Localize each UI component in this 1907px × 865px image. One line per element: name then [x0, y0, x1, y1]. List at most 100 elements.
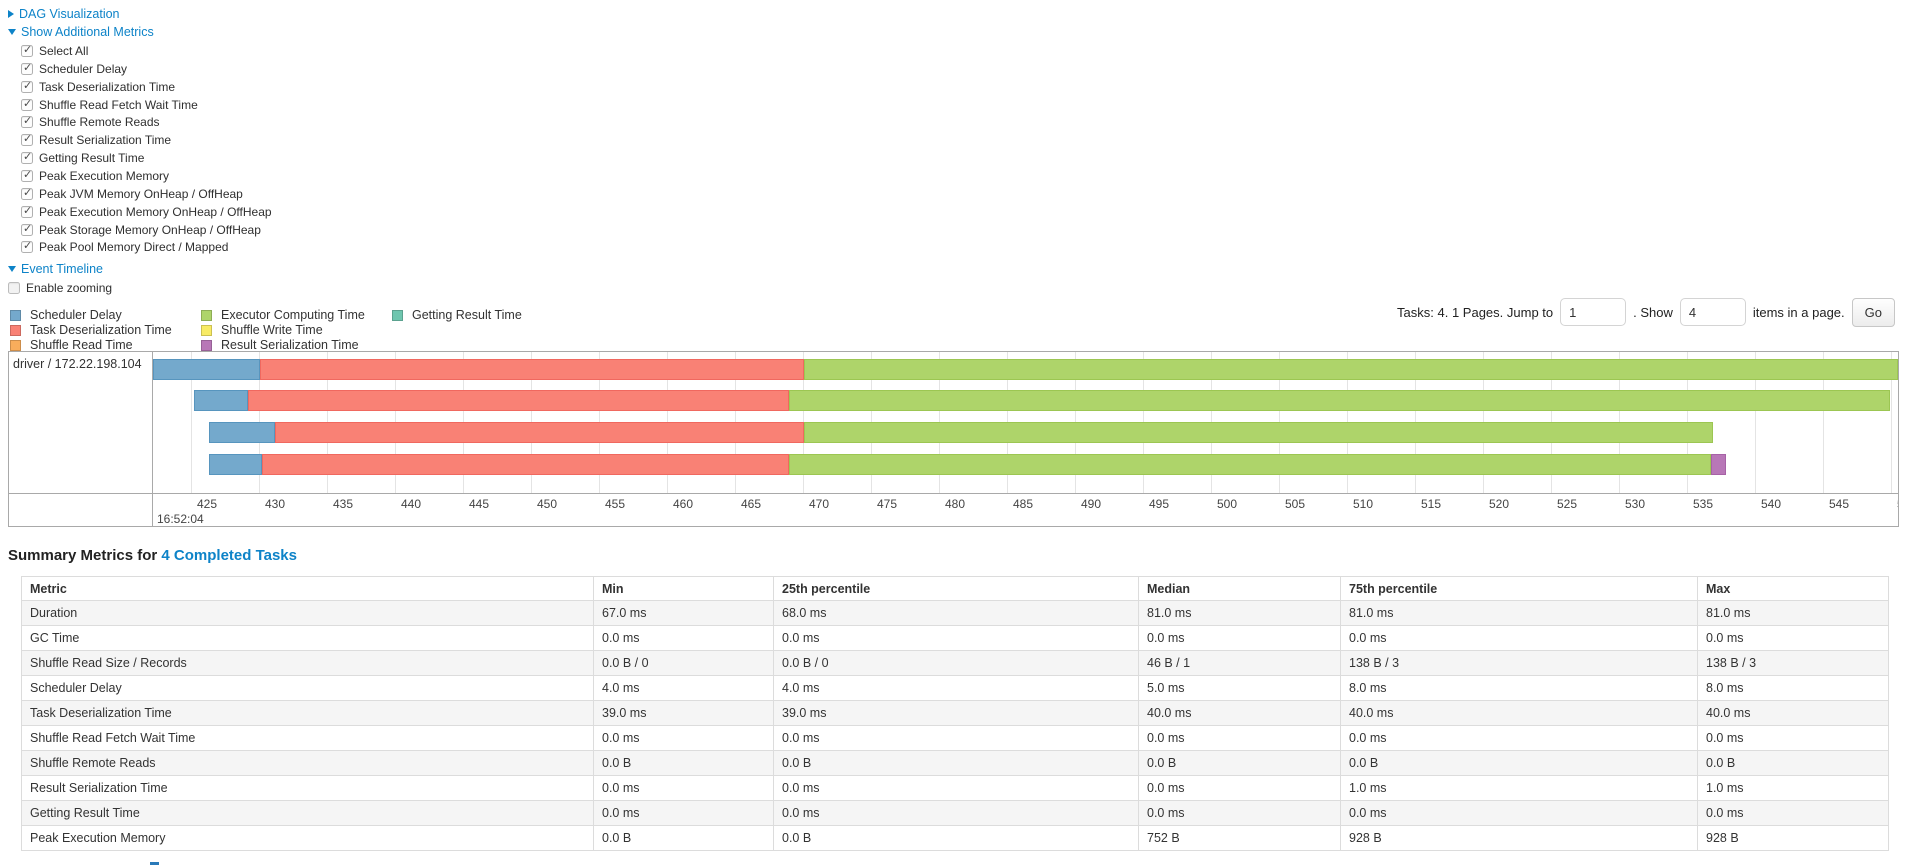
axis-tick-label: 425	[197, 497, 218, 511]
axis-tick-label: 500	[1217, 497, 1238, 511]
items-per-page-input[interactable]	[1679, 298, 1746, 326]
task-pagination: Tasks: 4. 1 Pages. Jump to . Show items …	[1397, 296, 1895, 328]
go-button[interactable]: Go	[1851, 297, 1895, 327]
table-cell: 8.0 ms	[1697, 675, 1889, 701]
table-cell: 752 B	[1138, 825, 1341, 851]
table-cell: 39.0 ms	[773, 700, 1139, 726]
executor-label-column: driver / 172.22.198.104	[9, 352, 153, 526]
table-cell: 0.0 ms	[1138, 800, 1341, 826]
task-segment-task-deserialization[interactable]	[248, 390, 790, 411]
table-cell: Task Deserialization Time	[21, 700, 594, 726]
axis-tick-label: 515	[1421, 497, 1442, 511]
table-cell: 0.0 B	[593, 750, 774, 776]
axis-tick-label: 445	[469, 497, 490, 511]
checked-checkbox[interactable]	[21, 132, 33, 147]
timeline-x-axis: 425 430 435 440 445 450 455 460 465 470 475 480 485 4…	[9, 493, 1898, 526]
legend-item: Task Deserialization Time	[10, 323, 172, 337]
table-cell: 0.0 ms	[1138, 725, 1341, 751]
task-segment-task-deserialization[interactable]	[261, 454, 790, 475]
enable-zooming-checkbox-row[interactable]: Enable zooming	[8, 281, 112, 295]
show-additional-metrics-label: Show Additional Metrics	[21, 25, 154, 39]
summary-title-prefix: Summary Metrics for	[8, 547, 162, 564]
metric-checkbox-row[interactable]: Shuffle Read Fetch Wait Time	[21, 97, 198, 112]
legend-label: Shuffle Write Time	[221, 323, 323, 338]
metric-checkbox-row[interactable]: Peak Execution Memory	[21, 168, 169, 183]
gridline	[1823, 352, 1824, 493]
table-cell: 0.0 B	[1138, 750, 1341, 776]
table-cell: 81.0 ms	[1697, 600, 1889, 626]
metric-checkbox-row[interactable]: Result Serialization Time	[21, 132, 171, 147]
checked-checkbox[interactable]	[21, 43, 33, 57]
legend-label: Result Serialization Time	[221, 338, 359, 353]
table-row: Shuffle Remote Reads 0.0 B 0.0 B 0.0 B 0.0 B…	[21, 750, 1889, 776]
expanded-arrow-icon	[8, 29, 16, 35]
checked-checkbox[interactable]	[21, 186, 33, 200]
legend-color-swatch-icon	[201, 309, 212, 321]
metric-checkbox-row[interactable]: Getting Result Time	[21, 150, 144, 165]
table-row: Peak Execution Memory 0.0 B 0.0 B 752 B 928 …	[21, 825, 1889, 851]
table-cell: 0.0 ms	[1340, 725, 1698, 751]
table-cell: Result Serialization Time	[21, 775, 594, 801]
task-segment-scheduler-delay[interactable]	[208, 422, 276, 443]
metric-checkbox-row[interactable]: Task Deserialization Time	[21, 79, 175, 94]
checked-checkbox[interactable]	[21, 204, 33, 218]
table-cell: Duration	[21, 600, 594, 626]
task-segment-executor-computing[interactable]	[789, 390, 1890, 411]
table-row: Result Serialization Time 0.0 ms 0.0 ms 0.0…	[21, 775, 1889, 801]
metric-checkbox-row[interactable]: Peak JVM Memory OnHeap / OffHeap	[21, 186, 243, 201]
checked-checkbox[interactable]	[21, 222, 33, 236]
legend-color-swatch-icon	[10, 339, 21, 351]
table-cell: Getting Result Time	[21, 800, 594, 826]
checked-checkbox[interactable]	[21, 239, 33, 254]
task-segment-task-deserialization[interactable]	[260, 359, 805, 380]
metric-checkbox-row[interactable]: Peak Pool Memory Direct / Mapped	[21, 239, 229, 255]
dag-visualization-toggle[interactable]: DAG Visualization	[8, 7, 120, 21]
checked-checkbox[interactable]	[21, 79, 33, 93]
metric-checkbox-label: Peak JVM Memory OnHeap / OffHeap	[39, 186, 243, 201]
checked-checkbox[interactable]	[21, 150, 33, 165]
table-cell: 81.0 ms	[1138, 600, 1341, 626]
task-segment-scheduler-delay[interactable]	[153, 359, 261, 380]
checked-checkbox[interactable]	[21, 114, 33, 129]
metric-checkbox-row[interactable]: Select All	[21, 43, 88, 58]
enable-zooming-checkbox[interactable]	[8, 282, 20, 294]
table-cell: 0.0 ms	[1340, 625, 1698, 651]
axis-tick-label: 440	[401, 497, 422, 511]
expanded-arrow-icon	[8, 266, 16, 272]
column-header: 25th percentile	[773, 576, 1139, 601]
completed-tasks-link[interactable]: 4 Completed Tasks	[161, 547, 297, 564]
axis-tick-label: 455	[605, 497, 626, 511]
event-timeline-chart: driver / 172.22.198.104 425 430 435 440 445 4…	[8, 351, 1899, 527]
timeline-plot-area[interactable]	[153, 352, 1898, 493]
metric-checkbox-row[interactable]: Peak Execution Memory OnHeap / OffHeap	[21, 204, 272, 219]
summary-metrics-table: Metric Min 25th percentile Median 75th perce…	[21, 576, 1889, 851]
axis-tick-label: 525	[1557, 497, 1578, 511]
metric-checkbox-row[interactable]: Peak Storage Memory OnHeap / OffHeap	[21, 222, 261, 237]
table-row: GC Time 0.0 ms 0.0 ms 0.0 ms 0.0 ms 0.0 ms	[21, 625, 1889, 651]
cut-off-next-section-fragment	[150, 862, 159, 865]
checked-checkbox[interactable]	[21, 97, 33, 111]
table-cell: 138 B / 3	[1697, 650, 1889, 676]
task-segment-executor-computing[interactable]	[804, 422, 1713, 443]
task-segment-scheduler-delay[interactable]	[208, 454, 262, 475]
table-cell: Scheduler Delay	[21, 675, 594, 701]
checked-checkbox[interactable]	[21, 61, 33, 75]
jump-to-page-input[interactable]	[1560, 298, 1627, 326]
table-cell: 0.0 ms	[1138, 775, 1341, 801]
task-segment-executor-computing[interactable]	[804, 359, 1898, 380]
show-text: . Show	[1633, 304, 1673, 320]
event-timeline-toggle[interactable]: Event Timeline	[8, 262, 103, 276]
task-segment-scheduler-delay[interactable]	[193, 390, 249, 411]
table-cell: 0.0 B	[773, 825, 1139, 851]
task-segment-task-deserialization[interactable]	[275, 422, 805, 443]
metric-checkbox-label: Peak Pool Memory Direct / Mapped	[39, 240, 229, 255]
task-segment-executor-computing[interactable]	[789, 454, 1712, 475]
column-header: Median	[1138, 576, 1341, 601]
checked-checkbox[interactable]	[21, 168, 33, 182]
metric-checkbox-row[interactable]: Scheduler Delay	[21, 61, 127, 76]
table-cell: 40.0 ms	[1138, 700, 1341, 726]
axis-tick-label: 465	[741, 497, 762, 511]
task-segment-result-serialization[interactable]	[1711, 454, 1727, 475]
metric-checkbox-row[interactable]: Shuffle Remote Reads	[21, 114, 160, 129]
show-additional-metrics-toggle[interactable]: Show Additional Metrics	[8, 25, 154, 39]
